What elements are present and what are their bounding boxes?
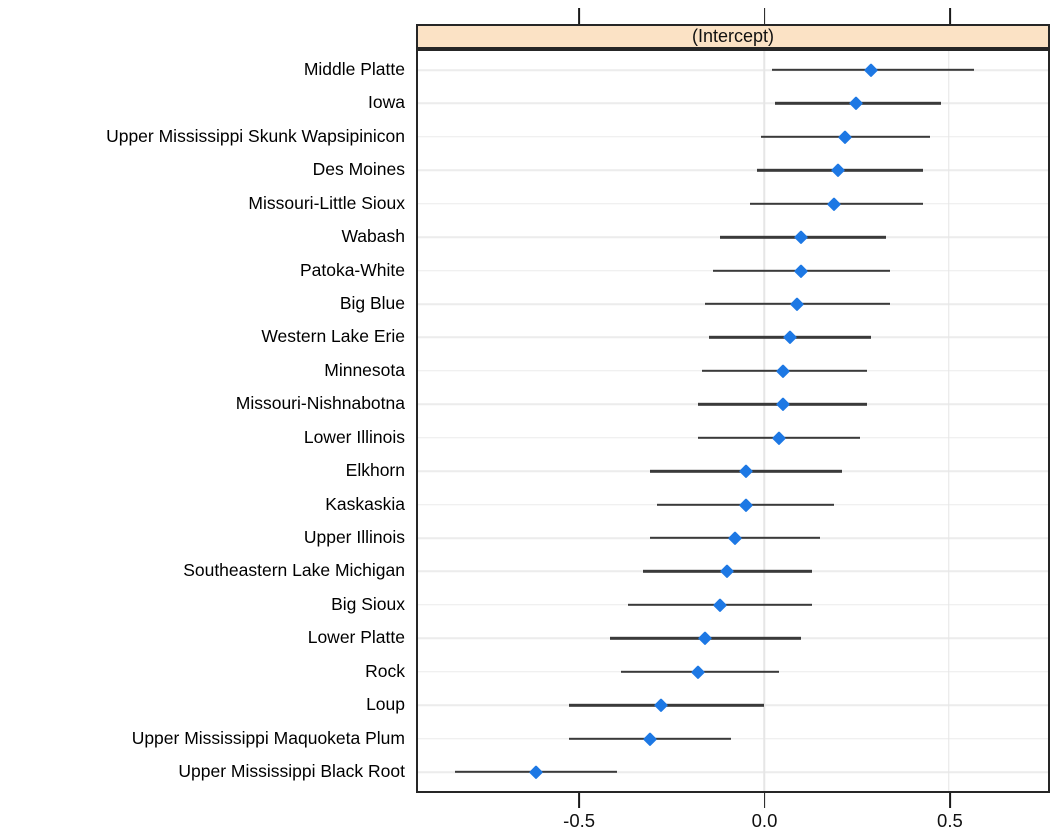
row-gridline — [418, 771, 1048, 773]
data-point — [794, 230, 808, 244]
data-point — [794, 263, 808, 278]
category-label: Middle Platte — [303, 59, 405, 79]
row-gridline — [418, 136, 1048, 138]
x-tick-label: 0.5 — [937, 810, 963, 831]
bottom-axis-tick — [578, 793, 581, 808]
category-label: Kaskaskia — [325, 493, 405, 514]
category-label: Lower Illinois — [303, 426, 405, 447]
category-label: Rock — [365, 660, 405, 681]
strip-header: (Intercept) — [416, 24, 1050, 49]
category-label: Patoka-White — [299, 259, 405, 280]
data-point — [728, 531, 742, 545]
data-point — [739, 497, 753, 512]
data-point — [691, 664, 705, 679]
data-point — [698, 631, 713, 646]
plot-panel — [416, 49, 1050, 793]
data-point — [643, 731, 657, 746]
strip-header-label: (Intercept) — [691, 26, 775, 46]
data-point — [739, 464, 753, 478]
vertical-gridline — [763, 51, 766, 791]
data-point — [775, 364, 790, 378]
data-point — [790, 297, 805, 311]
row-gridline — [418, 69, 1048, 71]
category-label: Upper Illinois — [303, 527, 405, 548]
category-labels-column: Middle Platte Iowa Upper Mississippi Skunk… — [0, 50, 408, 793]
data-point — [720, 564, 735, 579]
x-tick-label: -0.5 — [563, 810, 596, 831]
data-point — [775, 397, 790, 412]
category-label: Loup — [366, 694, 405, 715]
category-label: Southeastern Lake Michigan — [183, 560, 405, 581]
data-point — [529, 765, 543, 779]
category-label: Upper Mississippi Maquoketa Plum — [131, 727, 405, 748]
category-label: Upper Mississippi Skunk Wapsipinicon — [106, 125, 405, 146]
category-label: Iowa — [368, 92, 405, 113]
category-label: Lower Platte — [307, 627, 405, 648]
category-label: Missouri-Nishnabotna — [235, 393, 405, 414]
bottom-axis: -0.5 0.0 0.5 — [416, 793, 1050, 838]
bottom-axis-tick — [948, 793, 951, 808]
x-tick-label: 0.0 — [751, 810, 778, 831]
category-label: Missouri-Little Sioux — [248, 192, 405, 213]
data-point — [864, 63, 878, 77]
data-point — [827, 196, 842, 211]
category-label: Wabash — [341, 226, 405, 247]
top-axis-tick — [578, 8, 581, 24]
row-gridline — [418, 169, 1048, 172]
data-point — [772, 430, 786, 445]
data-point — [838, 130, 853, 144]
category-label: Western Lake Erie — [261, 326, 405, 347]
data-point — [654, 698, 668, 712]
category-label: Elkhorn — [345, 460, 405, 481]
vertical-gridline — [947, 51, 950, 791]
data-point — [783, 330, 797, 345]
category-label: Upper Mississippi Black Root — [178, 761, 405, 782]
row-gridline — [418, 737, 1048, 740]
data-point — [849, 96, 864, 111]
row-gridline — [418, 202, 1048, 205]
category-label: Des Moines — [312, 159, 405, 180]
category-label: Big Sioux — [331, 593, 405, 614]
top-axis-tick — [948, 8, 951, 24]
row-gridline — [418, 102, 1048, 105]
data-point — [713, 598, 727, 612]
category-label: Minnesota — [324, 359, 405, 380]
data-point — [831, 163, 845, 178]
top-axis-tick — [763, 8, 766, 24]
top-axis — [416, 8, 1050, 24]
category-label: Big Blue — [339, 293, 405, 313]
bottom-axis-tick — [763, 793, 766, 808]
